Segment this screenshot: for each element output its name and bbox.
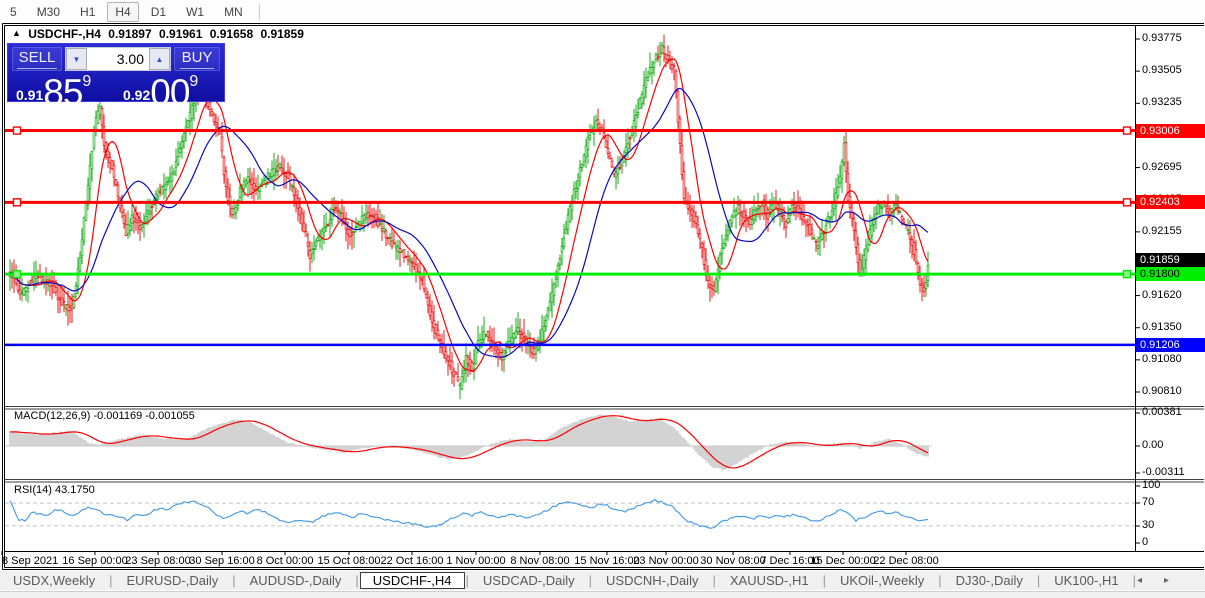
tab-separator: | xyxy=(355,573,359,588)
sell-price-prefix: 0.91 xyxy=(16,87,44,103)
tab-separator: | xyxy=(712,573,716,588)
buy-price-prefix: 0.92 xyxy=(123,87,151,103)
buy-price[interactable]: 0.92009 xyxy=(123,73,199,111)
macd-histogram xyxy=(9,414,929,471)
hline-handle[interactable] xyxy=(1122,198,1132,207)
hline-handle[interactable] xyxy=(1122,269,1132,279)
buy-button[interactable]: BUY xyxy=(174,47,220,71)
hline-price-label[interactable]: 0.92403 xyxy=(1136,195,1205,210)
timeframe-button-mn[interactable]: MN xyxy=(224,4,243,19)
sell-button[interactable]: SELL xyxy=(12,47,62,71)
hline-price-label[interactable]: 0.91859 xyxy=(1136,253,1205,268)
tab-separator: | xyxy=(588,573,593,588)
timeframe-button-h1[interactable]: H1 xyxy=(80,4,96,19)
chart-tab-usdchf-h4[interactable]: USDCHF-,H4 xyxy=(359,572,465,589)
window-frame-outer xyxy=(2,23,1204,570)
hline-handle[interactable] xyxy=(12,269,22,279)
chart-tab-uk100-h1[interactable]: UK100-,H1 xyxy=(1054,573,1119,588)
hline-price-label[interactable]: 0.91206 xyxy=(1136,337,1205,352)
buy-price-big: 00 xyxy=(150,72,190,113)
timeframe-button-5[interactable]: 5 xyxy=(10,4,17,19)
timeframe-button-w1[interactable]: W1 xyxy=(186,4,205,19)
pane-splitters[interactable] xyxy=(5,406,1204,483)
tab-separator: | xyxy=(938,573,942,588)
tab-separator: | xyxy=(1132,573,1136,588)
hline-handle[interactable] xyxy=(12,198,22,207)
chart-tab-ukoil-weekly[interactable]: UKOil-,Weekly xyxy=(840,573,925,588)
volume-spinner: ▼ ▲ xyxy=(65,47,171,71)
timeframe-button-m30[interactable]: M30 xyxy=(36,4,61,19)
sell-price[interactable]: 0.91859 xyxy=(16,73,92,111)
timeframe-button-h4[interactable]: H4 xyxy=(107,1,139,22)
hline-handle[interactable] xyxy=(12,126,22,135)
chart-tab-dj30-daily[interactable]: DJ30-,Daily xyxy=(955,573,1023,588)
chart-tab-audusd-daily[interactable]: AUDUSD-,Daily xyxy=(249,573,342,588)
subwindow-collapse-icon[interactable]: ▲ xyxy=(12,28,21,38)
sell-price-pip: 9 xyxy=(82,73,92,90)
buy-price-pip: 9 xyxy=(189,73,199,90)
timeframe-toolbar: 5 M30 H1 H4 D1 W1 MN xyxy=(0,0,1205,23)
tab-separator: | xyxy=(1036,573,1041,588)
volume-decrease-button[interactable]: ▼ xyxy=(66,48,87,70)
macd-signal-line xyxy=(9,415,929,469)
chart-tab-xauusd-h1[interactable]: XAUUSD-,H1 xyxy=(729,573,809,588)
volume-input[interactable] xyxy=(87,48,149,70)
chart-tabbar: USDX,Weekly | EURUSD-,Daily | AUDUSD-,Daily |… xyxy=(0,571,1205,590)
rsi-line xyxy=(9,498,929,529)
one-click-trading-panel: SELL ▼ ▲ BUY 0.91859 0.92009 xyxy=(7,43,225,111)
chart-tab-usdcnh-daily[interactable]: USDCNH-,Daily xyxy=(606,573,699,588)
window-frame-inner xyxy=(4,25,1204,568)
hline-handle[interactable] xyxy=(1122,126,1132,135)
ma-slow-line xyxy=(9,87,929,358)
chart-tab-usdx-weekly[interactable]: USDX,Weekly xyxy=(13,573,96,588)
tab-separator: | xyxy=(232,573,236,588)
sell-price-big: 85 xyxy=(43,72,83,113)
candles-series[interactable] xyxy=(8,34,930,400)
timeframe-button-d1[interactable]: D1 xyxy=(150,4,167,19)
tab-separator: | xyxy=(465,573,469,588)
volume-increase-button[interactable]: ▲ xyxy=(149,48,170,70)
hline-price-label[interactable]: 0.91800 xyxy=(1136,267,1205,282)
buy-button-label: BUY xyxy=(179,48,215,69)
chart-tab-eurusd-daily[interactable]: EURUSD-,Daily xyxy=(126,573,219,588)
chart-tab-usdcad-daily[interactable]: USDCAD-,Daily xyxy=(482,573,575,588)
toolbar-separator xyxy=(258,3,260,20)
tab-scroll-arrows[interactable]: ◂▸ xyxy=(1136,575,1191,586)
tab-separator: | xyxy=(109,573,113,588)
hline-price-label[interactable]: 0.93006 xyxy=(1136,123,1205,138)
tab-separator: | xyxy=(822,573,826,588)
sell-button-label: SELL xyxy=(16,48,58,69)
